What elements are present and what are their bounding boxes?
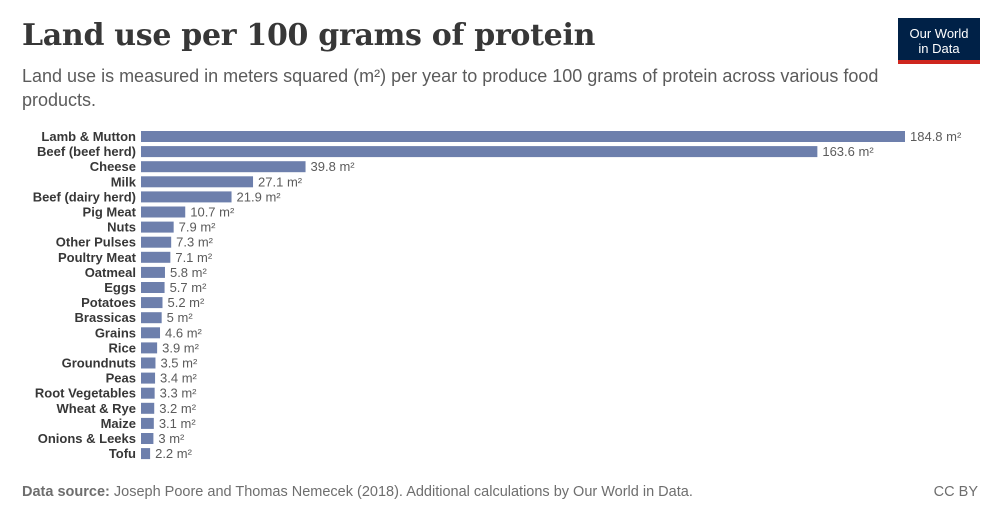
category-label: Onions & Leeks [38, 431, 136, 446]
bar[interactable] [141, 206, 186, 218]
bar[interactable] [141, 282, 165, 293]
logo-line-1: Our World [909, 26, 969, 41]
value-label: 5.2 m² [167, 295, 205, 310]
bar[interactable] [141, 221, 174, 233]
value-label: 7.3 m² [176, 235, 214, 250]
bar[interactable] [141, 176, 254, 188]
owid-logo[interactable]: Our World in Data [898, 18, 980, 64]
bar-chart: Lamb & Mutton 184.8 m² Beef (beef herd) 163… [33, 129, 962, 461]
category-label: Milk [111, 174, 137, 189]
category-label: Tofu [109, 446, 136, 461]
bar[interactable] [141, 161, 306, 173]
value-label: 5.8 m² [170, 265, 208, 280]
value-label: 3 m² [158, 431, 185, 446]
value-label: 10.7 m² [190, 205, 235, 220]
bar[interactable] [141, 448, 151, 460]
value-label: 39.8 m² [311, 159, 356, 174]
data-source-text[interactable]: Joseph Poore and Thomas Nemecek (2018). … [113, 484, 693, 500]
value-label: 7.1 m² [175, 250, 213, 265]
bar[interactable] [141, 266, 165, 278]
bar[interactable] [141, 357, 156, 369]
category-label: Beef (beef herd) [37, 144, 136, 159]
bar[interactable] [141, 327, 161, 339]
bar[interactable] [141, 146, 818, 158]
category-label: Potatoes [81, 295, 136, 310]
license-link[interactable]: CC BY [933, 484, 978, 500]
category-label: Oatmeal [85, 265, 136, 280]
bar[interactable] [141, 372, 156, 384]
category-label: Lamb & Mutton [41, 129, 136, 144]
value-label: 4.6 m² [165, 325, 203, 340]
bar[interactable] [141, 342, 158, 354]
category-label: Rice [109, 340, 136, 355]
footer: Data source: Joseph Poore and Thomas Nem… [22, 484, 978, 500]
bar[interactable] [141, 387, 155, 399]
bar[interactable] [141, 433, 154, 444]
value-label: 7.9 m² [179, 220, 217, 235]
category-label: Groundnuts [62, 356, 136, 371]
value-label: 3.9 m² [162, 340, 200, 355]
bar[interactable] [141, 402, 155, 414]
bar[interactable] [141, 251, 171, 263]
bar[interactable] [141, 297, 163, 309]
category-label: Cheese [90, 159, 136, 174]
bar[interactable] [141, 131, 905, 142]
value-label: 3.1 m² [159, 416, 197, 431]
category-label: Root Vegetables [35, 386, 136, 401]
data-source-label: Data source: [22, 484, 110, 500]
value-label: 3.4 m² [160, 371, 198, 386]
value-label: 184.8 m² [910, 129, 962, 144]
value-label: 3.5 m² [160, 356, 198, 371]
category-label: Other Pulses [56, 235, 136, 250]
category-label: Pig Meat [83, 205, 137, 220]
logo-line-2: in Data [918, 41, 960, 56]
value-label: 2.2 m² [155, 446, 193, 461]
category-label: Wheat & Rye [57, 401, 136, 416]
bar[interactable] [141, 191, 232, 203]
value-label: 21.9 m² [237, 189, 282, 204]
value-label: 27.1 m² [258, 174, 303, 189]
value-label: 5.7 m² [170, 280, 208, 295]
value-label: 3.2 m² [159, 401, 197, 416]
bar[interactable] [141, 417, 154, 429]
value-label: 163.6 m² [822, 144, 874, 159]
bar[interactable] [141, 312, 162, 324]
value-label: 3.3 m² [160, 386, 198, 401]
chart-title: Land use per 100 grams of protein [22, 18, 596, 53]
category-label: Poultry Meat [58, 250, 137, 265]
category-label: Beef (dairy herd) [33, 189, 136, 204]
category-label: Grains [95, 325, 136, 340]
bar[interactable] [141, 236, 172, 248]
category-label: Maize [101, 416, 136, 431]
category-label: Peas [106, 371, 136, 386]
category-label: Eggs [104, 280, 136, 295]
category-label: Brassicas [75, 310, 136, 325]
category-label: Nuts [107, 220, 136, 235]
value-label: 5 m² [167, 310, 194, 325]
chart-subtitle: Land use is measured in meters squared (… [22, 66, 879, 110]
